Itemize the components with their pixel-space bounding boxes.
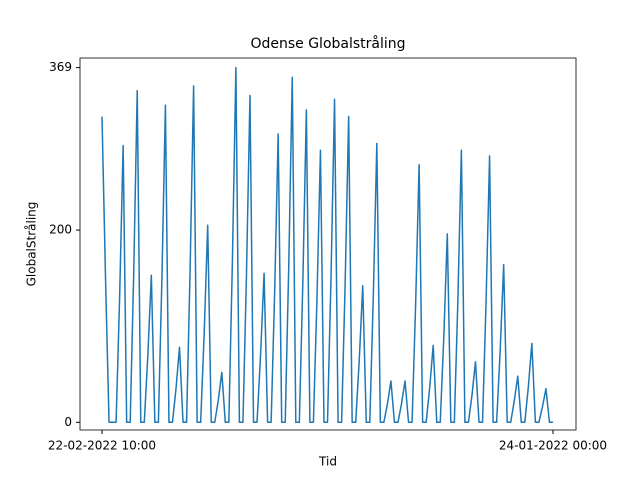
y-tick-label: 200 bbox=[49, 223, 72, 237]
x-axis-label: Tid bbox=[318, 455, 337, 469]
plot-frame bbox=[79, 57, 577, 431]
x-tick-label: 24-01-2022 00:00 bbox=[499, 439, 607, 453]
y-tick-label: 0 bbox=[64, 415, 72, 429]
y-tick-label: 369 bbox=[49, 60, 72, 74]
x-tick-label: 22-02-2022 10:00 bbox=[48, 439, 156, 453]
y-axis-label: GlobalStråling bbox=[25, 202, 39, 287]
data-line bbox=[101, 66, 553, 424]
chart-title: Odense Globalstråling bbox=[250, 35, 405, 52]
